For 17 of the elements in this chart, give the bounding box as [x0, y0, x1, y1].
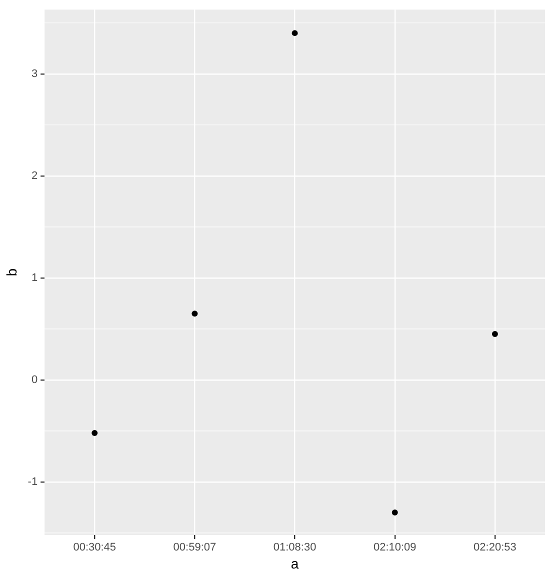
y-axis-title: b: [3, 268, 20, 276]
x-tick-label: 02:10:09: [373, 542, 416, 554]
x-tick-label: 02:20:53: [474, 542, 516, 554]
y-tick-label: 0: [31, 374, 38, 386]
y-tick-label: 1: [31, 272, 38, 284]
x-axis-title: a: [290, 555, 299, 572]
point: [92, 430, 98, 436]
y-tick-label: 2: [31, 170, 38, 182]
point: [292, 30, 298, 36]
x-tick-label: 01:08:30: [273, 542, 316, 554]
point: [492, 331, 498, 338]
point: [392, 510, 398, 516]
y-tick-label: 3: [31, 68, 38, 80]
x-tick-label: 00:30:45: [73, 542, 116, 554]
point: [192, 310, 198, 317]
y-tick-label: -1: [28, 476, 38, 488]
x-tick-label: 00:59:07: [173, 542, 216, 554]
